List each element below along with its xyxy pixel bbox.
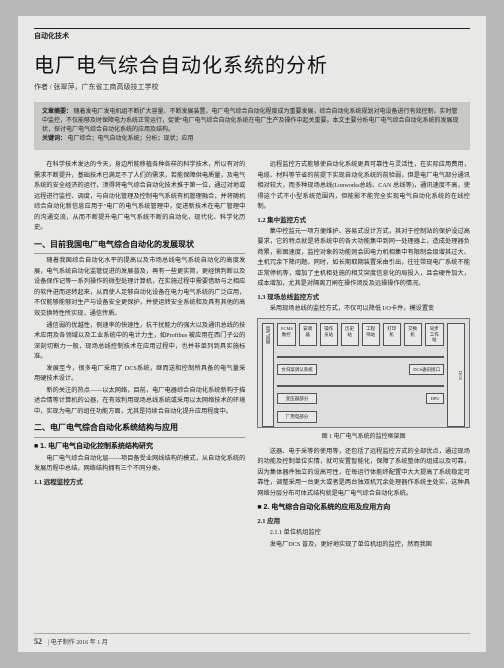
fig-node: DPU: [426, 393, 444, 404]
page-footer: 52 | 电子制作 2016 年 1 月: [34, 633, 470, 646]
subsection-heading: ■ 2. 电气综合自动化系统的应用及应用方向: [257, 502, 470, 514]
section-heading: 一、目前我国电厂电气综合自动化的发展现状: [34, 238, 245, 255]
para: 集中控监元一项方便维护、容易式设计方式，其对于控制站的保护没过高要求，它的特点就…: [257, 227, 470, 290]
section-heading: 二、电厂电气综合自动化系统结构与应用: [34, 421, 245, 438]
para: 通信弱的优越性，例速率的快速性，抗干扰能力的强大以及通讯总线的技术应用及各领域以…: [34, 321, 245, 363]
keywords-label: 关键词：: [42, 136, 66, 142]
fig-bus: [277, 385, 444, 387]
para: 发展至今，很多电厂采用了 DCS系统，继而送和控制所具备的电气量采用硬技术设计。: [34, 364, 245, 385]
fig-node: 变压器部分: [277, 393, 317, 404]
subsub-heading: 1.2 集中监控方式: [257, 215, 470, 226]
fig-bus: [277, 356, 444, 358]
author-line: 作者 / 张翠萍，广东省工商高级技工学校: [34, 82, 470, 92]
subsection-heading: ■ 1. 电厂电气自动化控制系统结构研究: [34, 441, 245, 453]
left-column: 在科学技术发达的今天，身边所能移植各种各样的科学技术，所以有对的需求不断提升，基…: [34, 160, 245, 551]
fig-node: 同步工作站: [425, 323, 444, 345]
subsub-heading: 1.3 现场总线监控方式: [257, 292, 470, 303]
para: 电厂电气综合自动化层——项目备受业网线结构的模式，从自动化系统的发展历程中总结，…: [34, 454, 245, 475]
publication-info: | 电子制作 2016 年 1 月: [48, 637, 108, 646]
para: 2.1.1 单位机组监控: [257, 528, 470, 539]
keywords-text: 电厂综合；电气自动化系统；分析；现状；应用: [68, 136, 194, 142]
para: 随着我国综合自动化水平的提高以及市场总线电气系统自动化的高度发展，电气系统自动化…: [34, 256, 245, 319]
body-columns: 在科学技术发达的今天，身边所能移植各种各样的科学技术，所以有对的需求不断提升，基…: [34, 160, 470, 551]
para: 在科学技术发达的今天，身边所能移植各种各样的科学技术，所以有对的需求不断提升，基…: [34, 160, 245, 234]
page-number: 52: [34, 637, 42, 646]
para: 远程监控方式能够使自动化系统更具可靠性与灵活性，在实际应用费用，电缆、材料等节省…: [257, 160, 470, 213]
fig-node: 安调器: [299, 323, 317, 345]
fig-node: DCS通讯接口: [409, 364, 444, 375]
fig-node: 打印机: [383, 323, 401, 345]
fig-node: 厂用电部分: [277, 411, 317, 422]
article-title: 电厂电气综合自动化系统的分析: [34, 49, 470, 78]
para: 新的关注的热点——以太网络，目前，电厂电器综合自动化系统新构于描述合情等计算机的…: [34, 386, 245, 418]
fig-node: 文归案调认系统: [277, 364, 317, 375]
right-column: 远程监控方式能够使自动化系统更具可靠性与灵活性，在实际应用费用，电缆、材料等节省…: [257, 160, 470, 551]
figure-diagram: 电气间隔 FCMS数控 安调器 操作员站 历史站 工程师站 打印机 交换机 同步…: [257, 318, 470, 428]
figure-caption: 图 1 电厂电气系统的监控框架图: [257, 432, 470, 442]
abstract-text: 随着发电厂发电机组不断扩大容量、不断发展装置，电厂电气综合自动化程度成为重要发展…: [42, 109, 458, 133]
category-header: 自动化技术: [34, 28, 470, 41]
subsub-heading: 1.1 远程监控方式: [34, 477, 245, 488]
fig-left-label: 电气间隔: [262, 323, 274, 426]
para: 发电厂DCS 普及，更好地实现了单位机组的监控，然而我国: [257, 540, 470, 551]
fig-node: 操作员站: [320, 323, 338, 345]
fig-node: 工程师站: [362, 323, 380, 345]
para: 送器、电于采等的使用等，还包括了远程监控方式的全部优点，通过现场的功能及控制单位…: [257, 447, 470, 500]
abstract-box: 文章摘要： 随着发电厂发电机组不断扩大容量、不断发展装置，电厂电气综合自动化程度…: [34, 102, 470, 150]
para: 采用现场总线的监控方式，不仅可以降低 I/O卡件，模设置变: [257, 304, 470, 315]
fig-dcs-box: DCS: [447, 323, 465, 426]
fig-node: 交换机: [404, 323, 422, 345]
fig-node: FCMS数控: [277, 323, 296, 345]
fig-node: 历史站: [341, 323, 359, 345]
abstract-label: 文章摘要：: [42, 109, 72, 115]
subsub-heading: 2.1 应用: [257, 516, 470, 527]
